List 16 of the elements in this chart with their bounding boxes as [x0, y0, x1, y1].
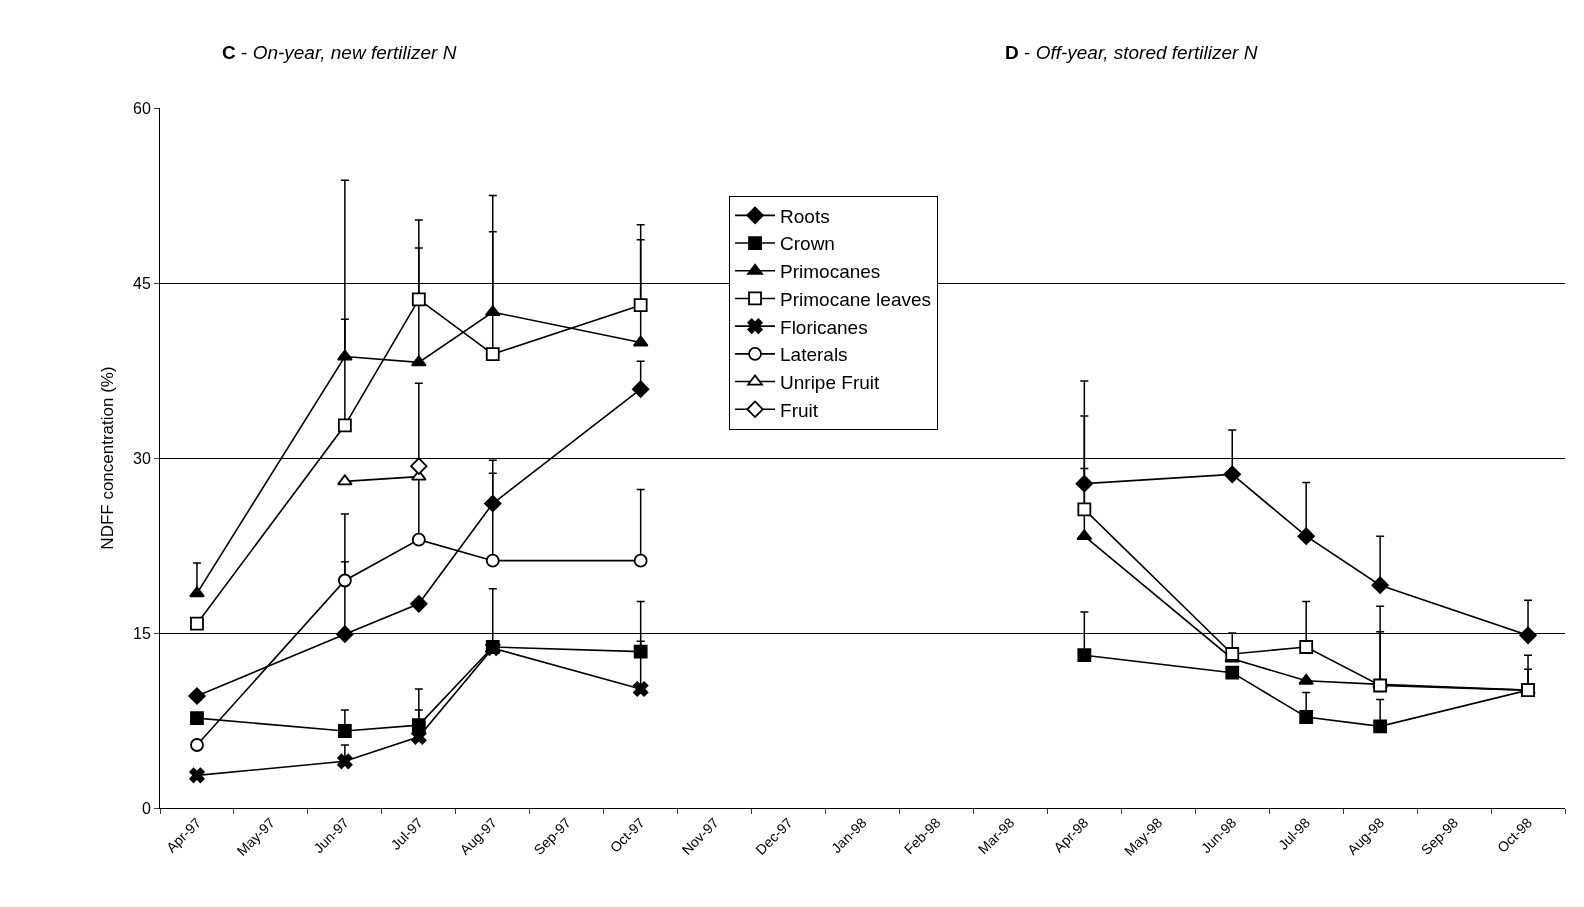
legend-label: Unripe Fruit: [780, 371, 880, 393]
y-tick-label: 0: [141, 799, 151, 817]
legend-label: Crown: [780, 233, 835, 255]
y-tick-label: 15: [133, 624, 151, 642]
y-tick-label: 45: [133, 274, 151, 292]
legend-label: Primocanes: [780, 261, 881, 283]
legend-label: Floricanes: [780, 316, 868, 338]
y-tick-label: 30: [133, 449, 151, 467]
legend-label: Fruit: [780, 399, 819, 421]
y-tick-label: 60: [133, 99, 151, 117]
legend-label: Primocane leaves: [780, 288, 932, 310]
y-axis-title: NDFF concentration (%): [97, 366, 117, 550]
text: C - On-year, new fertilizer N: [222, 42, 457, 63]
legend-label: Roots: [780, 205, 830, 227]
text: D - Off-year, stored fertilizer N: [1005, 42, 1258, 63]
legend-label: Laterals: [780, 344, 848, 366]
